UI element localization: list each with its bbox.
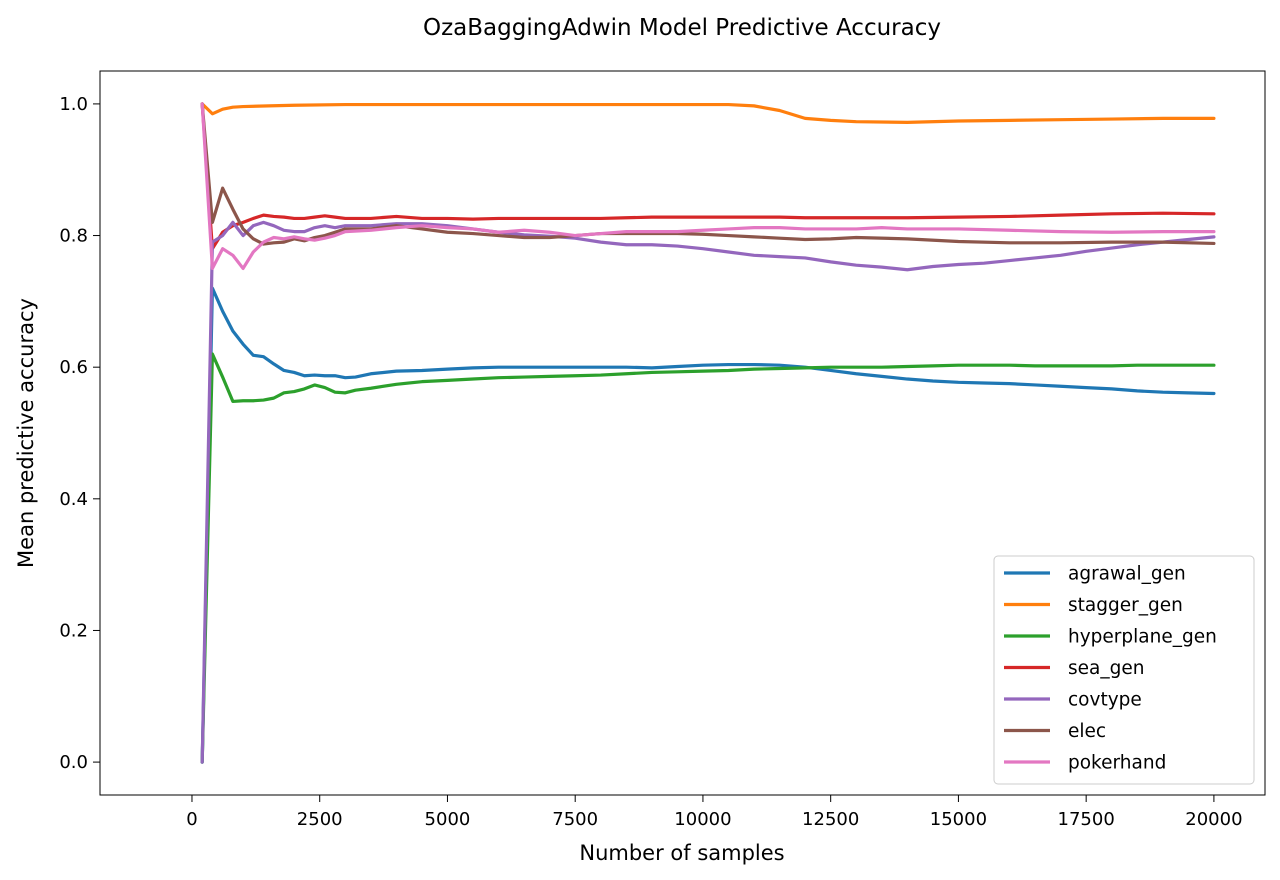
x-axis: 0 2500 5000 7500 10000 12500 15000 17500 20000	[186, 795, 1243, 830]
legend-label-hyperplane_gen: hyperplane_gen	[1068, 627, 1217, 648]
legend-box	[993, 555, 1255, 785]
legend-label-sea_gen: sea_gen	[1068, 658, 1144, 679]
legend: agrawal_gen stagger_gen hyperplane_gen sea_…	[993, 555, 1255, 785]
x-tick-label: 15000	[930, 809, 987, 830]
series-line-stagger_gen	[200, 102, 1216, 124]
series-line-pokerhand	[200, 102, 1216, 271]
y-tick-label: 0.0	[59, 752, 88, 773]
y-tick-label: 0.4	[59, 489, 88, 510]
x-tick-label: 17500	[1058, 809, 1115, 830]
series-line-elec	[200, 102, 1216, 246]
legend-label-pokerhand: pokerhand	[1068, 753, 1166, 774]
series-line-sea_gen	[200, 102, 1216, 251]
x-tick-label: 7500	[552, 809, 598, 830]
series-line-covtype	[200, 220, 1216, 764]
series-line-hyperplane_gen	[200, 352, 1216, 764]
x-tick-label: 10000	[674, 809, 731, 830]
legend-label-agrawal_gen: agrawal_gen	[1068, 564, 1186, 585]
series-layer	[200, 102, 1216, 764]
legend-label-covtype: covtype	[1068, 690, 1142, 711]
y-tick-label: 0.2	[59, 620, 88, 641]
x-tick-label: 0	[186, 809, 197, 830]
series-line-agrawal_gen	[200, 286, 1216, 764]
y-tick-label: 1.0	[59, 94, 88, 115]
legend-label-stagger_gen: stagger_gen	[1068, 595, 1183, 616]
x-tick-label: 5000	[425, 809, 471, 830]
x-tick-label: 12500	[802, 809, 859, 830]
y-axis: 0.0 0.2 0.4 0.6 0.8 1.0	[59, 94, 100, 773]
x-tick-label: 2500	[297, 809, 343, 830]
y-axis-label: Mean predictive accuracy	[14, 298, 38, 568]
x-axis-label: Number of samples	[579, 841, 784, 865]
chart-title: OzaBaggingAdwin Model Predictive Accurac…	[423, 15, 941, 41]
y-tick-label: 0.6	[59, 357, 88, 378]
plot-frame	[99, 70, 1266, 796]
legend-label-elec: elec	[1068, 721, 1106, 742]
y-tick-label: 0.8	[59, 226, 88, 247]
x-tick-label: 20000	[1185, 809, 1242, 830]
